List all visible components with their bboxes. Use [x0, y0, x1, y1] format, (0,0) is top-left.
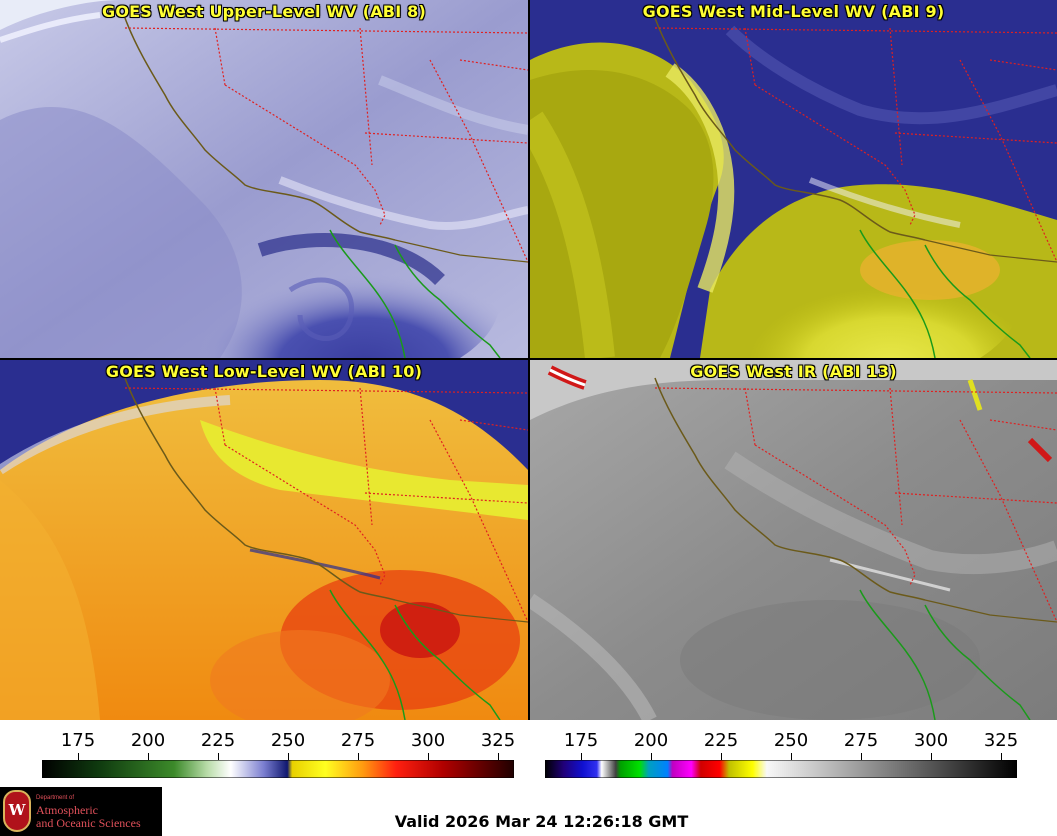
- panel-title: GOES West Mid-Level WV (ABI 9): [642, 2, 945, 21]
- tick-mark: [358, 753, 359, 760]
- mid-level-wv-image: [530, 0, 1057, 358]
- ir-panel: GOES West IR (ABI 13): [530, 360, 1057, 720]
- tick-label: 275: [843, 730, 879, 751]
- logo-line-2: and Oceanic Sciences: [36, 816, 141, 830]
- panel-title: GOES West Upper-Level WV (ABI 8): [102, 2, 426, 21]
- tick-label: 325: [983, 730, 1019, 751]
- tick-mark: [861, 753, 862, 760]
- tick-label: 300: [913, 730, 949, 751]
- tick-label: 225: [703, 730, 739, 751]
- crest-letter: W: [8, 801, 26, 819]
- tick-label: 250: [270, 730, 306, 751]
- tick-label: 200: [633, 730, 669, 751]
- tick-label: 175: [60, 730, 96, 751]
- panel-title: GOES West IR (ABI 13): [690, 362, 897, 381]
- upper-level-wv-panel: GOES West Upper-Level WV (ABI 8): [0, 0, 528, 358]
- tick-label: 250: [773, 730, 809, 751]
- tick-mark: [428, 753, 429, 760]
- upper-level-wv-image: [0, 0, 528, 358]
- tick-label: 325: [480, 730, 516, 751]
- tick-mark: [721, 753, 722, 760]
- tick-mark: [931, 753, 932, 760]
- tick-mark: [78, 753, 79, 760]
- panel-divider-horizontal: [0, 358, 1057, 360]
- tick-label: 275: [340, 730, 376, 751]
- mid-level-wv-panel: GOES West Mid-Level WV (ABI 9): [530, 0, 1057, 358]
- tick-mark: [498, 753, 499, 760]
- tick-label: 200: [130, 730, 166, 751]
- tick-mark: [288, 753, 289, 760]
- logo-line-1: Atmospheric: [36, 803, 98, 817]
- tick-mark: [791, 753, 792, 760]
- crest-icon: W: [3, 790, 31, 832]
- panel-divider-vertical: [528, 0, 530, 720]
- logo-dept-line: Department of: [36, 795, 75, 801]
- tick-mark: [651, 753, 652, 760]
- ir-colorbar-scale: [545, 760, 1017, 778]
- low-level-wv-panel: GOES West Low-Level WV (ABI 10): [0, 360, 528, 720]
- valid-time: Valid 2026 Mar 24 12:26:18 GMT: [394, 812, 689, 831]
- tick-mark: [218, 753, 219, 760]
- tick-label: 300: [410, 730, 446, 751]
- tick-mark: [581, 753, 582, 760]
- ir-image: [530, 360, 1057, 720]
- tick-label: 175: [563, 730, 599, 751]
- tick-mark: [1001, 753, 1002, 760]
- aos-logo[interactable]: W Department of Atmospheric and Oceanic …: [0, 787, 162, 836]
- tick-mark: [148, 753, 149, 760]
- wv-colorbar-scale: [42, 760, 514, 778]
- low-level-wv-image: [0, 360, 528, 720]
- tick-label: 225: [200, 730, 236, 751]
- panel-title: GOES West Low-Level WV (ABI 10): [105, 362, 423, 381]
